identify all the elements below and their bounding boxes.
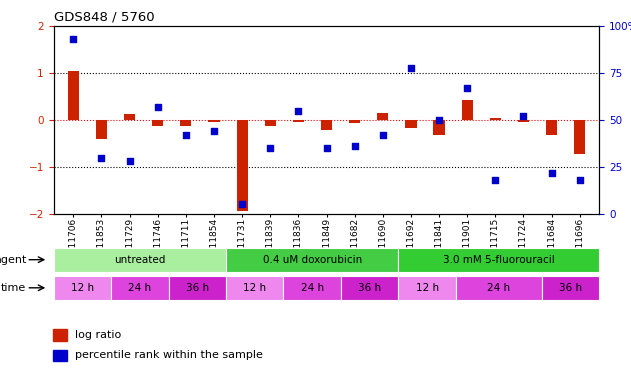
Point xyxy=(68,36,78,42)
Bar xyxy=(546,120,557,135)
Text: 0.4 uM doxorubicin: 0.4 uM doxorubicin xyxy=(262,255,362,265)
Point xyxy=(209,128,219,134)
Text: 3.0 mM 5-fluorouracil: 3.0 mM 5-fluorouracil xyxy=(443,255,555,265)
Bar xyxy=(398,248,599,272)
Bar xyxy=(321,120,332,130)
Point xyxy=(519,113,529,119)
Point xyxy=(322,145,332,151)
Point xyxy=(434,117,444,123)
Bar xyxy=(226,276,283,300)
Bar xyxy=(518,120,529,122)
Bar xyxy=(341,276,398,300)
Text: 24 h: 24 h xyxy=(128,283,151,293)
Bar xyxy=(574,120,586,154)
Bar xyxy=(124,114,135,120)
Text: 36 h: 36 h xyxy=(559,283,582,293)
Bar xyxy=(237,120,248,211)
Point xyxy=(462,85,472,91)
Bar xyxy=(542,276,599,300)
Bar xyxy=(111,276,168,300)
Text: percentile rank within the sample: percentile rank within the sample xyxy=(75,350,263,360)
Bar xyxy=(283,276,341,300)
Bar xyxy=(490,118,501,120)
Bar xyxy=(54,248,226,272)
Point xyxy=(490,177,500,183)
Text: 12 h: 12 h xyxy=(71,283,94,293)
Point xyxy=(406,64,416,70)
Text: untreated: untreated xyxy=(114,255,165,265)
Bar xyxy=(96,120,107,139)
Text: 36 h: 36 h xyxy=(358,283,381,293)
Text: 24 h: 24 h xyxy=(487,283,510,293)
Bar xyxy=(462,100,473,120)
Text: 24 h: 24 h xyxy=(300,283,324,293)
Point xyxy=(378,132,388,138)
Bar xyxy=(264,120,276,126)
Point xyxy=(293,108,304,114)
Bar xyxy=(398,276,456,300)
Text: time: time xyxy=(1,283,27,293)
Point xyxy=(181,132,191,138)
Bar xyxy=(433,120,445,135)
Bar xyxy=(208,120,220,122)
Bar xyxy=(377,113,389,120)
Point xyxy=(97,154,107,160)
Bar xyxy=(180,120,191,126)
Bar xyxy=(53,329,67,340)
Bar xyxy=(456,276,542,300)
Bar xyxy=(152,120,163,126)
Text: GDS848 / 5760: GDS848 / 5760 xyxy=(54,11,154,24)
Point xyxy=(124,158,134,164)
Bar xyxy=(293,120,304,122)
Point xyxy=(350,143,360,149)
Point xyxy=(546,170,557,176)
Text: 36 h: 36 h xyxy=(186,283,209,293)
Point xyxy=(575,177,585,183)
Bar xyxy=(349,120,360,123)
Point xyxy=(153,104,163,110)
Bar xyxy=(168,276,226,300)
Point xyxy=(265,145,275,151)
Bar xyxy=(226,248,398,272)
Bar xyxy=(53,350,67,361)
Text: log ratio: log ratio xyxy=(75,330,121,340)
Text: 12 h: 12 h xyxy=(243,283,266,293)
Bar xyxy=(405,120,416,128)
Point xyxy=(237,201,247,207)
Bar xyxy=(68,71,79,120)
Bar xyxy=(54,276,111,300)
Text: agent: agent xyxy=(0,255,27,265)
Text: 12 h: 12 h xyxy=(416,283,439,293)
